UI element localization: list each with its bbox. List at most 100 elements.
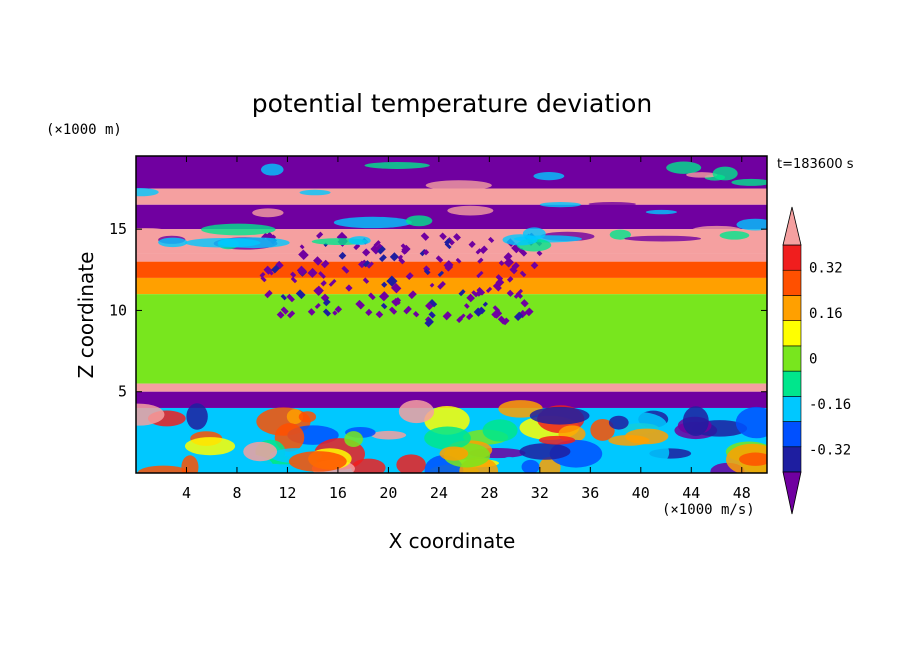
speckle xyxy=(503,257,514,268)
plot-frame xyxy=(135,155,768,474)
speckle xyxy=(456,316,463,323)
turbulence-blob xyxy=(739,452,767,466)
turbulence-blob xyxy=(521,459,540,473)
upper-wave xyxy=(666,161,702,174)
speckle xyxy=(290,271,297,278)
speckle xyxy=(290,276,298,284)
colorbar-segment xyxy=(782,345,802,372)
speckle xyxy=(389,252,399,262)
speckle xyxy=(497,315,507,325)
speckle xyxy=(316,231,324,239)
speckle xyxy=(455,257,462,264)
speckle xyxy=(275,260,284,270)
speckle xyxy=(322,298,331,307)
turbulence-blob xyxy=(288,451,347,472)
speckle xyxy=(362,248,371,257)
turbulence-blob xyxy=(186,403,208,430)
speckle xyxy=(353,243,361,251)
speckle xyxy=(477,306,486,315)
chart-title: potential temperature deviation xyxy=(252,89,652,118)
speckle xyxy=(492,308,503,319)
y-tick-label: 5 xyxy=(118,383,127,401)
speckle xyxy=(264,289,273,299)
speckle xyxy=(276,310,285,319)
turbulence-blob xyxy=(608,415,629,430)
speckle xyxy=(362,260,371,268)
upper-wave xyxy=(136,227,166,234)
upper-wave xyxy=(252,208,284,218)
speckle xyxy=(435,255,444,263)
colorbar-segment xyxy=(782,396,802,422)
turbulence-blob xyxy=(482,419,518,442)
colorbar-extend-min xyxy=(782,471,802,515)
speckle xyxy=(511,243,522,254)
upper-wave xyxy=(609,229,631,240)
turbulence-blob xyxy=(424,426,471,450)
speckle xyxy=(299,244,305,250)
x-tick-label: 28 xyxy=(480,484,498,502)
turbulence-blob xyxy=(424,406,470,435)
turbulence-blob xyxy=(538,435,576,445)
speckle xyxy=(280,294,287,301)
speckle xyxy=(332,310,338,316)
speckle xyxy=(397,254,404,261)
x-tick-label: 8 xyxy=(232,484,241,502)
turbulence-blob xyxy=(501,456,518,471)
speckle xyxy=(444,263,454,272)
speckle xyxy=(437,270,445,278)
colorbar: 0.32 0.16 0 -0.16 -0.32 xyxy=(782,206,851,515)
speckle xyxy=(322,308,331,317)
colorbar-tick-label: -0.32 xyxy=(809,442,851,458)
turbulence-blob xyxy=(590,418,615,441)
speckle xyxy=(280,306,289,315)
speckle xyxy=(513,294,519,299)
speckle xyxy=(429,282,435,288)
speckle xyxy=(524,307,534,317)
field-layer xyxy=(136,277,767,295)
speckle xyxy=(259,272,266,278)
speckle xyxy=(442,311,452,321)
upper-wave xyxy=(333,216,412,229)
upper-wave xyxy=(299,189,331,196)
speckle xyxy=(403,305,412,315)
speckle xyxy=(315,285,324,295)
speckle xyxy=(439,232,447,241)
speckle xyxy=(492,282,502,292)
upper-wave xyxy=(522,227,546,240)
speckle xyxy=(307,308,316,316)
turbulence-blob xyxy=(398,399,435,424)
speckle xyxy=(428,299,438,308)
upper-wave xyxy=(136,188,159,197)
speckle xyxy=(422,249,430,256)
speckle xyxy=(498,260,505,267)
colorbar-extend-max xyxy=(782,206,802,246)
turbulence-blob xyxy=(298,411,317,423)
speckle xyxy=(345,284,353,292)
colorbar-tick-label: 0.32 xyxy=(809,261,843,277)
upper-wave xyxy=(405,215,433,227)
speckle xyxy=(298,249,309,261)
turbulence-blob xyxy=(184,437,236,456)
speckle xyxy=(365,308,373,317)
speckle xyxy=(386,275,398,287)
colorbar-tick-label: 0.16 xyxy=(809,306,843,322)
turbulence-blob xyxy=(396,454,426,473)
speckle xyxy=(334,305,343,314)
upper-wave xyxy=(260,163,284,176)
speckle xyxy=(520,299,529,308)
colorbar-segment xyxy=(782,370,802,397)
speckle xyxy=(466,293,475,303)
speckle xyxy=(318,271,326,279)
field-layer xyxy=(136,391,767,408)
speckle xyxy=(466,312,474,321)
speckle xyxy=(370,245,380,255)
speckle xyxy=(519,270,527,278)
speckle xyxy=(373,240,381,248)
upper-wave xyxy=(158,237,188,248)
upper-wave xyxy=(539,202,582,208)
y-unit-label: (×1000 m) xyxy=(46,122,122,138)
x-tick-label: 32 xyxy=(531,484,549,502)
x-tick-label: 12 xyxy=(278,484,296,502)
speckle xyxy=(401,248,408,255)
speckle xyxy=(530,261,539,270)
